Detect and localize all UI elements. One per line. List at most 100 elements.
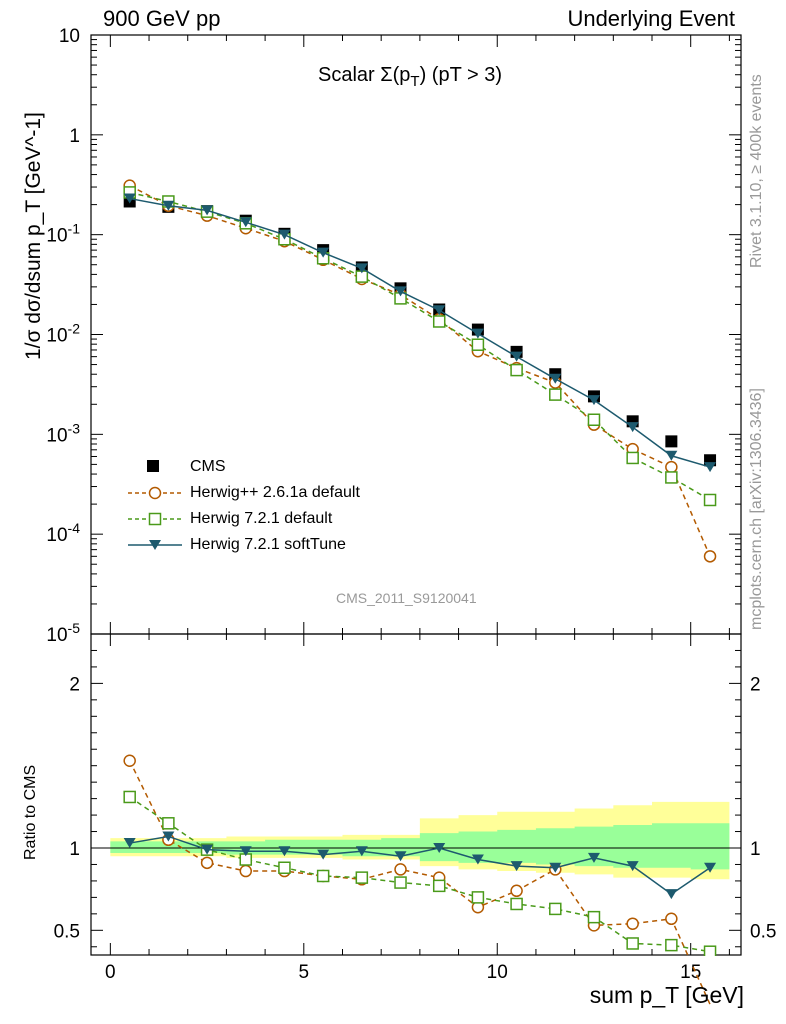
ratio-point-2-12: [587, 910, 601, 924]
ratio-point-1-13: [626, 917, 639, 930]
plot-title-tail: ) (pT > 3): [419, 64, 503, 86]
legend-marker-herwig7-default: [128, 512, 182, 526]
point-2-9: [471, 338, 485, 351]
y-tick-label-top: 10-5: [46, 620, 80, 646]
point-3-3: [239, 217, 252, 228]
legend-marker-herwigpp: [128, 486, 182, 500]
x-tick-label: 5: [299, 962, 310, 983]
ratio-line-1: [129, 760, 711, 1005]
series-line-2: [129, 191, 711, 501]
point-3-15: [704, 462, 717, 473]
point-3-5: [317, 247, 330, 258]
ratio-point-3-14: [665, 889, 678, 900]
ratio-point-2-8: [432, 879, 446, 893]
point-3-10: [510, 351, 523, 362]
x-tick-label: 15: [680, 962, 701, 983]
point-3-7: [394, 286, 407, 297]
ratio-point-3-15: [704, 862, 717, 873]
point-1-14: [665, 460, 678, 474]
legend-marker-cms: [147, 460, 159, 472]
ratio-point-3-0: [123, 838, 136, 849]
point-2-12: [587, 413, 601, 426]
series-line-3: [129, 197, 711, 468]
y-tick-label-top: 10: [59, 26, 80, 47]
ratio-panel-frame: [90, 633, 742, 956]
ratio-point-3-6: [355, 846, 368, 857]
x-tick-label: 0: [105, 962, 116, 983]
plot-title-main: Scalar Σ(p: [318, 64, 411, 86]
y-tick-label-top: 1: [69, 126, 80, 147]
ratio-point-3-5: [317, 849, 330, 860]
ratio-point-1-3: [239, 864, 253, 878]
legend-item-herwig7-default: Herwig 7.2.1 default: [120, 506, 360, 532]
point-2-10: [510, 363, 523, 377]
x-axis-label: sum p_T [GeV]: [589, 982, 744, 1008]
legend-label-herwigpp: Herwig++ 2.6.1a default: [190, 484, 360, 501]
ratio-point-2-13: [626, 937, 639, 950]
y-tick-label-top: 10-2: [46, 321, 80, 347]
ratio-point-3-13: [626, 861, 639, 872]
point-3-4: [278, 229, 291, 240]
ratio-point-3-9: [471, 854, 484, 865]
y-tick-label-bottom-right: 1: [750, 839, 761, 860]
header-right: Underlying Event: [567, 6, 735, 31]
y-tick-label-bottom: 1: [69, 839, 80, 860]
ratio-point-1-0: [123, 754, 136, 768]
x-tick-label: 10: [487, 962, 508, 983]
series-line-1: [129, 184, 711, 557]
ratio-point-1-10: [510, 884, 523, 898]
legend-item-herwig7-softtune: Herwig 7.2.1 softTune: [120, 532, 360, 558]
y-axis-label-bottom: Ratio to CMS: [22, 764, 39, 860]
point-3-1: [162, 200, 175, 211]
y-tick-label-top: 10-1: [46, 221, 80, 247]
point-1-15: [703, 550, 717, 563]
point-3-8: [433, 305, 446, 316]
ratio-point-2-5: [316, 869, 330, 883]
ratio-point-3-8: [433, 843, 446, 853]
rivet-version-text: Rivet 3.1.10, ≥ 400k events: [748, 74, 765, 268]
ratio-point-2-1: [162, 817, 175, 830]
legend-item-cms: CMS: [120, 454, 360, 480]
point-0-14: [665, 435, 678, 448]
ratio-line-3: [129, 835, 711, 896]
legend-label-herwig7-softtune: Herwig 7.2.1 softTune: [190, 536, 346, 553]
legend-label-herwig7-default: Herwig 7.2.1 default: [190, 510, 333, 527]
ratio-band-green: [110, 823, 730, 870]
ratio-point-3-3: [239, 846, 252, 857]
point-3-6: [355, 263, 368, 274]
ratio-point-2-4: [278, 861, 291, 875]
ratio-point-3-2: [201, 844, 214, 855]
y-tick-label-bottom-right: 2: [750, 674, 761, 695]
ratio-point-3-12: [587, 852, 600, 863]
header-left: 900 GeV pp: [103, 6, 221, 31]
mcplots-text: mcplots.cern.ch [arXiv:1306.3436]: [748, 388, 765, 630]
ratio-point-2-14: [665, 938, 678, 952]
point-2-11: [549, 388, 562, 401]
legend-item-herwigpp: Herwig++ 2.6.1a default: [120, 480, 360, 506]
ratio-point-2-9: [471, 891, 485, 904]
ratio-point-2-11: [549, 902, 562, 916]
legend: CMS Herwig++ 2.6.1a default Herwig 7.2.1…: [120, 454, 360, 558]
point-3-0: [123, 193, 136, 204]
point-3-12: [587, 395, 600, 406]
ratio-line-2: [129, 796, 711, 953]
y-tick-label-bottom-right: 0.5: [750, 921, 776, 942]
y-tick-label-bottom: 2: [69, 674, 80, 695]
point-2-13: [626, 451, 639, 465]
ratio-point-3-1: [162, 831, 175, 842]
ratio-point-3-10: [510, 861, 523, 872]
ratio-point-2-10: [510, 897, 523, 911]
point-2-14: [665, 471, 678, 484]
legend-label-cms: CMS: [190, 458, 226, 475]
plot-title-sub: T: [410, 73, 420, 90]
ratio-point-3-4: [278, 846, 291, 857]
point-2-8: [432, 315, 446, 328]
point-3-13: [626, 422, 639, 433]
legend-marker-herwig7-softtune: [128, 540, 182, 550]
ratio-point-1-7: [394, 863, 407, 876]
point-3-2: [201, 205, 214, 216]
analysis-watermark: CMS_2011_S9120041: [336, 590, 477, 606]
ratio-point-2-7: [394, 876, 407, 889]
ratio-point-2-0: [123, 790, 136, 804]
